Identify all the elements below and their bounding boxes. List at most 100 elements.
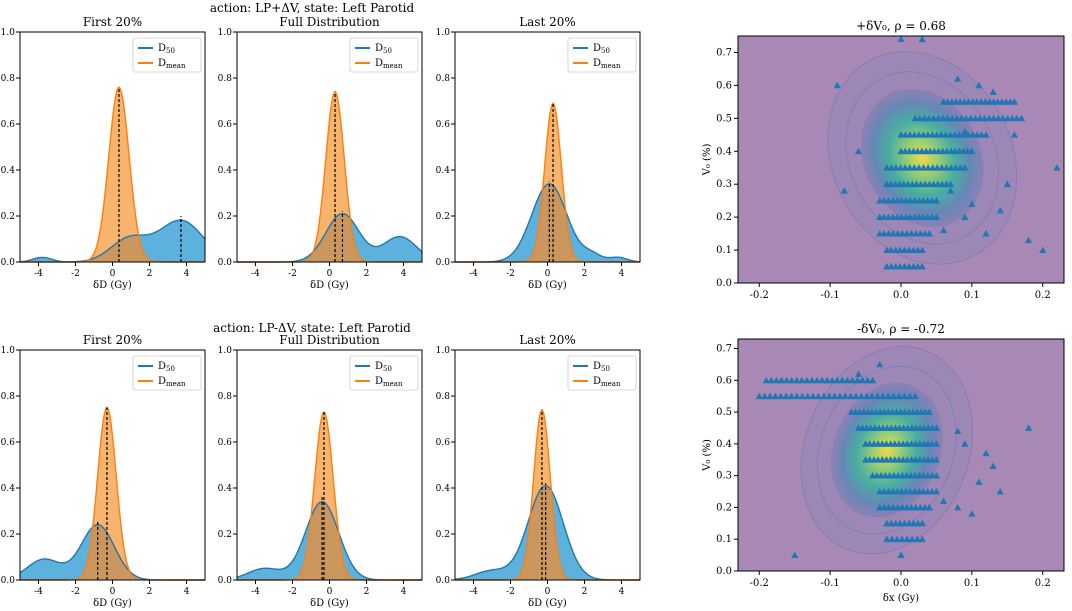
panel-title: Last 20% — [519, 15, 576, 29]
scatter-point — [854, 147, 863, 155]
x-tick-label: 0 — [110, 269, 116, 279]
d50-line — [19, 219, 206, 263]
x-tick-label: 0 — [327, 587, 333, 597]
scatter-point — [1013, 114, 1021, 122]
scatter-markers — [755, 360, 1033, 558]
y-tick-label: 0.2 — [436, 530, 450, 540]
scatter-point — [892, 164, 900, 171]
y-tick-label: 0.6 — [716, 80, 732, 91]
scatter-point — [925, 230, 933, 237]
scatter-point — [793, 376, 801, 384]
scatter-point — [947, 187, 955, 194]
scatter-point — [857, 392, 866, 400]
scatter-point — [980, 114, 989, 122]
scatter-point — [898, 503, 906, 511]
scatter-point — [968, 147, 976, 155]
x-tick-label: -4 — [251, 587, 260, 597]
scatter-point — [820, 392, 828, 400]
dmean-area — [237, 412, 422, 580]
scatter-point — [1024, 424, 1033, 431]
scatter-point — [788, 376, 796, 384]
scatter-point — [887, 164, 896, 171]
y-axis-label: V₀ (%) — [702, 439, 713, 472]
scatter-point — [961, 164, 969, 171]
scatter-point — [932, 197, 941, 204]
scatter-point — [957, 114, 965, 122]
x-tick-label: -4 — [469, 269, 478, 279]
scatter-point — [910, 164, 918, 171]
scatter-point — [782, 376, 791, 384]
x-tick-label: 0.1 — [964, 578, 980, 589]
scatter-point — [911, 114, 919, 122]
scatter-point — [896, 164, 905, 171]
scatter-point — [912, 230, 920, 237]
scatter-point — [1024, 236, 1033, 244]
scatter-point — [918, 519, 926, 527]
y-tick-label: 0.4 — [436, 166, 451, 176]
x-tick-label: 2 — [364, 587, 370, 597]
scatter-title: -δV₀, ρ = -0.72 — [857, 322, 945, 336]
y-tick-label: 0.2 — [436, 212, 450, 222]
x-tick-label: 0.2 — [1035, 578, 1051, 589]
scatter-point — [843, 376, 851, 384]
scatter-point — [901, 164, 909, 171]
x-tick-label: 4 — [401, 587, 407, 597]
scatter-point — [912, 503, 920, 511]
scatter-point — [809, 392, 817, 400]
scatter-point — [1017, 114, 1026, 122]
dmean-area — [237, 91, 422, 262]
scatter-point — [836, 392, 844, 400]
scatter-point — [1004, 114, 1012, 122]
x-tick-label: -2 — [288, 269, 297, 279]
scatter-point — [1010, 98, 1018, 105]
overlap-area — [455, 485, 640, 580]
scatter-point — [823, 376, 831, 384]
scatter-point — [771, 392, 779, 400]
scatter-point — [919, 164, 928, 171]
y-tick-label: 0.6 — [218, 438, 233, 448]
scatter-point — [918, 535, 926, 543]
y-tick-label: 0.2 — [1, 212, 15, 222]
panel-title: Last 20% — [519, 333, 576, 347]
scatter-point — [793, 392, 801, 400]
y-tick-label: 0.0 — [218, 576, 233, 586]
y-tick-label: 0.3 — [716, 179, 732, 190]
y-tick-label: 0.1 — [716, 534, 732, 545]
scatter-point — [929, 164, 937, 171]
x-axis-label: δD (Gy) — [528, 280, 567, 291]
y-tick-label: 0.0 — [218, 258, 233, 268]
scatter-point — [939, 114, 947, 122]
scatter-point — [989, 462, 997, 470]
scatter-point — [982, 449, 990, 457]
scatter-point — [932, 487, 941, 495]
x-tick-label: -0.2 — [750, 578, 769, 589]
scatter-point — [920, 114, 929, 122]
overlap-area — [20, 524, 205, 580]
y-tick-label: 1.0 — [436, 28, 451, 38]
y-tick-label: 0.5 — [716, 113, 732, 124]
scatter-point — [813, 376, 821, 384]
scatter-point — [942, 164, 951, 171]
row-title-bottom: action: LP-ΔV, state: Left Parotid — [213, 321, 411, 335]
scatter-point — [982, 131, 990, 138]
scatter-point — [884, 392, 892, 400]
x-tick-label: -0.1 — [820, 578, 839, 589]
y-tick-label: 0.4 — [1, 166, 16, 176]
x-tick-label: -2 — [71, 269, 80, 279]
scatter-point — [913, 535, 921, 543]
density-panel-bottom-2: Last 20% -4 -2 0 2 4 0.0 0.2 0.4 0.6 0.8 1.0 δD (Gy)… — [436, 333, 641, 609]
scatter-point — [990, 114, 998, 122]
scatter-point — [930, 114, 938, 122]
scatter-point — [814, 392, 823, 400]
y-tick-label: 0.4 — [1, 484, 16, 494]
scatter-point — [976, 114, 984, 122]
scatter-point — [903, 503, 911, 511]
scatter-point — [985, 114, 993, 122]
scatter-point — [888, 535, 896, 543]
scatter-point — [1039, 246, 1047, 253]
scatter-point — [889, 503, 897, 511]
scatter-point — [939, 497, 948, 504]
x-tick-label: -4 — [34, 587, 43, 597]
y-tick-label: 0.7 — [716, 47, 732, 58]
